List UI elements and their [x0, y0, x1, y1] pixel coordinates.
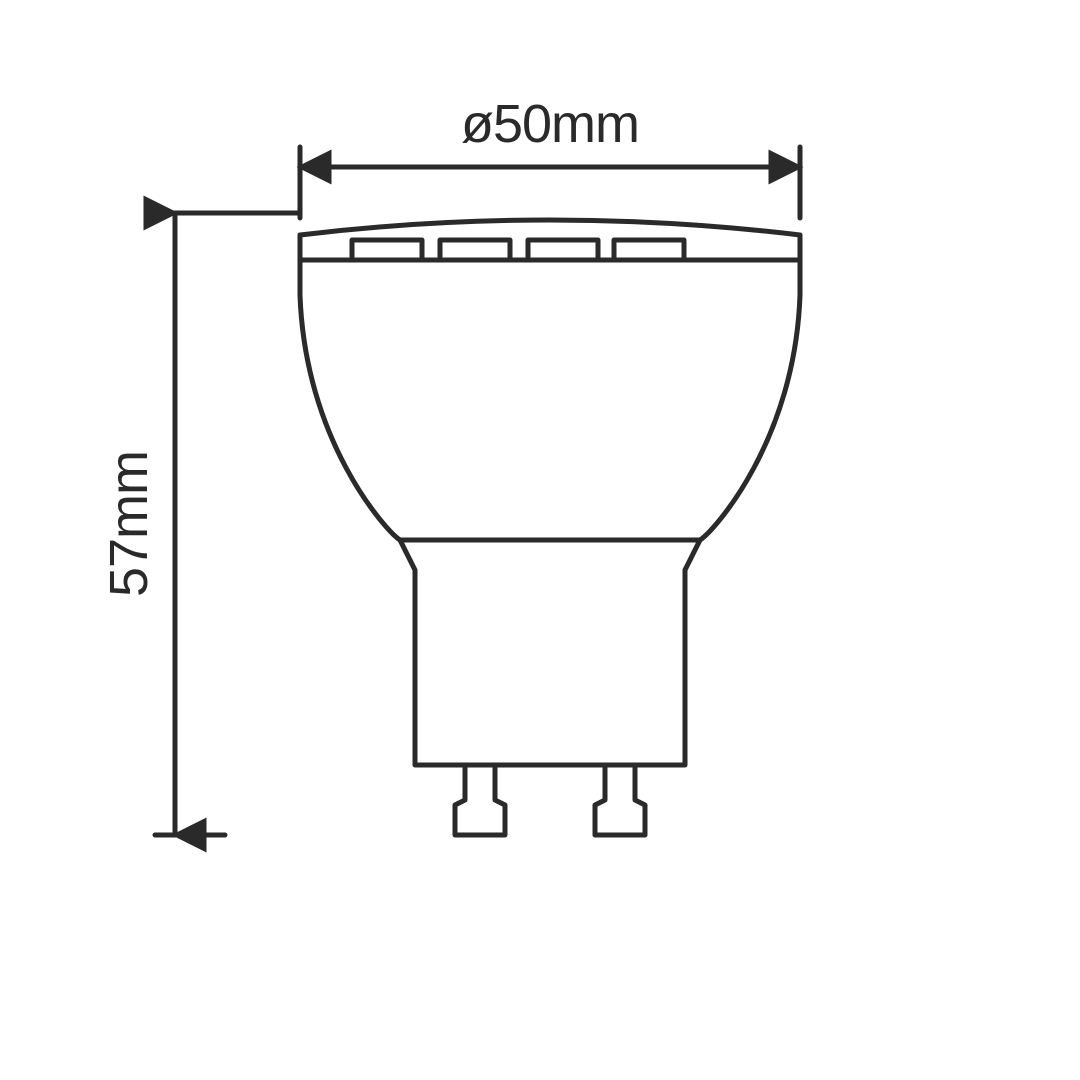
technical-drawing: ø50mm 57mm [0, 0, 1080, 1080]
pin-outline [455, 765, 505, 835]
cup-outline [300, 260, 800, 540]
height-label: 57mm [99, 451, 159, 597]
pin-outline [595, 765, 645, 835]
base-body-outline [400, 540, 700, 765]
diameter-label: ø50mm [461, 94, 639, 154]
